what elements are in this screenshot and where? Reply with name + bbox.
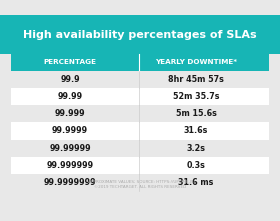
Text: 8hr 45m 57s: 8hr 45m 57s — [168, 75, 224, 84]
Text: 99.9999999: 99.9999999 — [44, 178, 96, 187]
Text: YEARLY DOWNTIME*: YEARLY DOWNTIME* — [155, 59, 237, 65]
Text: 99.999: 99.999 — [55, 109, 85, 118]
FancyBboxPatch shape — [11, 88, 269, 105]
Text: 99.9999: 99.9999 — [52, 126, 88, 135]
Text: 99.99999: 99.99999 — [49, 144, 91, 153]
FancyBboxPatch shape — [11, 122, 269, 140]
Text: 5m 15.6s: 5m 15.6s — [176, 109, 216, 118]
FancyBboxPatch shape — [11, 54, 269, 70]
FancyBboxPatch shape — [11, 70, 269, 88]
Text: High availability percentages of SLAs: High availability percentages of SLAs — [23, 30, 257, 40]
Text: 0.3s: 0.3s — [186, 161, 206, 170]
Text: 99.99: 99.99 — [57, 92, 83, 101]
Text: 31.6 ms: 31.6 ms — [178, 178, 214, 187]
Text: 99.999999: 99.999999 — [46, 161, 94, 170]
Text: PERCENTAGE: PERCENTAGE — [43, 59, 97, 65]
FancyBboxPatch shape — [11, 174, 269, 191]
Text: 31.6s: 31.6s — [184, 126, 208, 135]
Text: 99.9: 99.9 — [60, 75, 80, 84]
Text: 52m 35.7s: 52m 35.7s — [173, 92, 219, 101]
Text: ©2019 TECHTARGET. ALL RIGHTS RESERVED: ©2019 TECHTARGET. ALL RIGHTS RESERVED — [94, 185, 186, 189]
FancyBboxPatch shape — [0, 15, 280, 54]
Text: 3.2s: 3.2s — [186, 144, 206, 153]
FancyBboxPatch shape — [11, 140, 269, 157]
FancyBboxPatch shape — [11, 157, 269, 174]
FancyBboxPatch shape — [11, 105, 269, 122]
Text: *APPROXIMATE VALUES; SOURCE: HTTPS://UPTIME.IS/: *APPROXIMATE VALUES; SOURCE: HTTPS://UPT… — [85, 180, 195, 184]
